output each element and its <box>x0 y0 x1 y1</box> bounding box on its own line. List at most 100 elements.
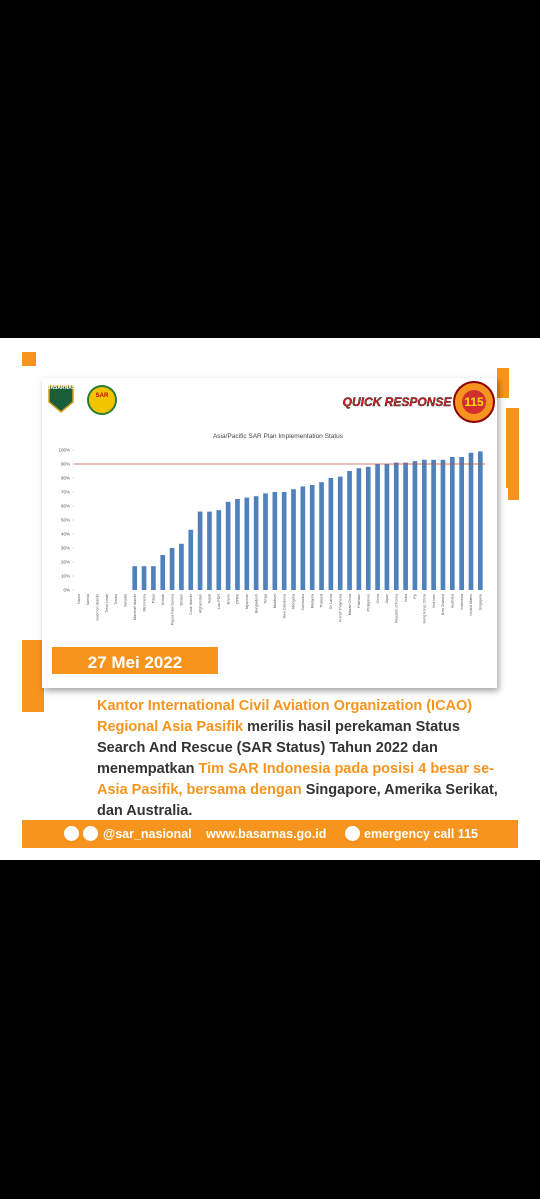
x-tick-label: New Zealand <box>441 594 445 615</box>
text-segment: Singapore, Amerika Serikat, dan Australi… <box>97 782 498 819</box>
logo-text: 115 <box>464 395 484 409</box>
x-tick-label: DPRK <box>236 593 240 604</box>
decor <box>22 352 36 366</box>
x-tick-label: Samoa <box>86 594 90 605</box>
description: Kantor International Civil Aviation Orga… <box>97 696 507 822</box>
bar <box>225 501 231 590</box>
x-tick-label: Cambodia <box>301 594 305 610</box>
x-tick-label: Pakistan <box>357 594 361 608</box>
x-tick-label: Vanuatu <box>124 594 128 607</box>
x-tick-label: Maldives <box>273 594 277 608</box>
bar <box>300 486 306 590</box>
instagram-icon <box>64 826 79 841</box>
bar <box>477 451 483 590</box>
x-tick-label: Republic of Korea <box>394 594 398 623</box>
bar <box>347 471 352 590</box>
bar <box>207 511 212 590</box>
x-tick-label: Lao PDR <box>217 594 221 609</box>
bar <box>319 482 324 590</box>
x-tick-label: Thailand <box>320 594 324 608</box>
twitter-icon <box>83 826 98 841</box>
bar <box>253 496 259 590</box>
x-tick-label: New Caledonia <box>282 594 286 618</box>
bar <box>291 489 296 590</box>
logo-text: BASARNAS <box>47 385 76 391</box>
x-tick-label: Brunei <box>226 594 230 605</box>
decor <box>508 488 519 500</box>
bar <box>393 462 399 590</box>
x-tick-label: Macao China <box>348 594 352 615</box>
y-tick-label: 50% <box>61 518 70 523</box>
phone-icon <box>345 826 360 841</box>
logo-badge-inner <box>462 390 486 414</box>
x-tick-label: Afghanistan <box>198 594 202 613</box>
emergency: emergency call 115 <box>364 827 478 841</box>
y-tick-label: 100% <box>58 448 70 453</box>
x-tick-label: India <box>404 594 408 602</box>
y-tick-label: 30% <box>61 546 70 551</box>
bar <box>440 459 446 590</box>
x-tick-label: Hong Kong, China <box>422 594 426 623</box>
bar <box>403 462 408 590</box>
text-segment: merilis hasil perekaman Status Search An… <box>97 719 460 777</box>
social-handle: @sar_nasional <box>103 827 192 841</box>
bar <box>421 459 427 590</box>
y-tick-label: 40% <box>61 532 70 537</box>
logo-shield <box>48 385 74 413</box>
bar <box>309 485 315 590</box>
y-tick-label: 20% <box>61 560 70 565</box>
x-tick-label: Timor Leste <box>105 594 109 613</box>
x-tick-label: Bangladesh <box>254 594 258 613</box>
decor <box>22 640 44 712</box>
x-tick-label: Australia <box>451 594 455 608</box>
x-tick-label: China <box>376 594 380 603</box>
bar <box>459 457 464 590</box>
date-label: 27 Mei 2022 <box>50 645 220 676</box>
bar <box>412 461 418 590</box>
text-segment: Kantor International Civil Aviation Orga… <box>97 698 473 735</box>
bar <box>141 566 147 590</box>
x-tick-label: Kiribati <box>161 594 165 605</box>
text-segment: Tim SAR Indonesia pada posisi 4 besar se… <box>97 761 495 798</box>
y-tick-label: 10% <box>61 574 70 579</box>
bar <box>281 492 287 590</box>
bar <box>328 478 334 590</box>
x-tick-label: Malaysia <box>310 594 314 608</box>
bar <box>132 566 138 590</box>
bar <box>337 476 343 590</box>
logo-sar <box>87 385 117 415</box>
y-tick-label: 60% <box>61 504 70 509</box>
bar <box>244 497 250 590</box>
bar <box>384 464 390 590</box>
x-tick-label: Tuvalu <box>114 594 118 605</box>
x-tick-label: Nauru <box>77 594 81 604</box>
x-tick-label: Tonga <box>264 594 268 604</box>
x-tick-label: Palau <box>152 594 156 603</box>
x-tick-label: Cook Islands <box>189 594 193 615</box>
chart-image: BASARNAS SAR QUICK RESPONSE 115 Asia/Pac… <box>42 378 497 688</box>
bar <box>365 466 371 590</box>
bar <box>216 510 222 590</box>
x-tick-label: Philippines <box>366 594 370 612</box>
bar <box>468 452 474 590</box>
x-tick-label: Fiji <box>413 594 417 599</box>
x-tick-label: Japan <box>385 594 389 604</box>
x-tick-label: Marshall Islands <box>133 594 137 620</box>
x-tick-label: Bhutan <box>180 594 184 605</box>
bar <box>188 529 194 590</box>
website: www.basarnas.go.id <box>206 827 327 841</box>
footer-bar: @sar_nasional www.basarnas.go.id emergen… <box>22 820 518 848</box>
logo-text: SAR <box>96 393 109 399</box>
bar <box>449 457 455 590</box>
bar <box>272 492 278 590</box>
bar <box>375 464 380 590</box>
x-tick-label: Sri Lanka <box>329 594 333 609</box>
bar <box>151 566 156 590</box>
x-tick-label: Indonesia <box>460 594 464 610</box>
chart-title: Asia/Pacific SAR Plan Implementation Sta… <box>213 433 344 440</box>
decor <box>497 368 509 398</box>
x-tick-label: Papua New Guinea <box>170 594 174 625</box>
logo-text: QUICK RESPONSE <box>343 395 453 409</box>
x-tick-label: Nepal <box>208 594 212 604</box>
